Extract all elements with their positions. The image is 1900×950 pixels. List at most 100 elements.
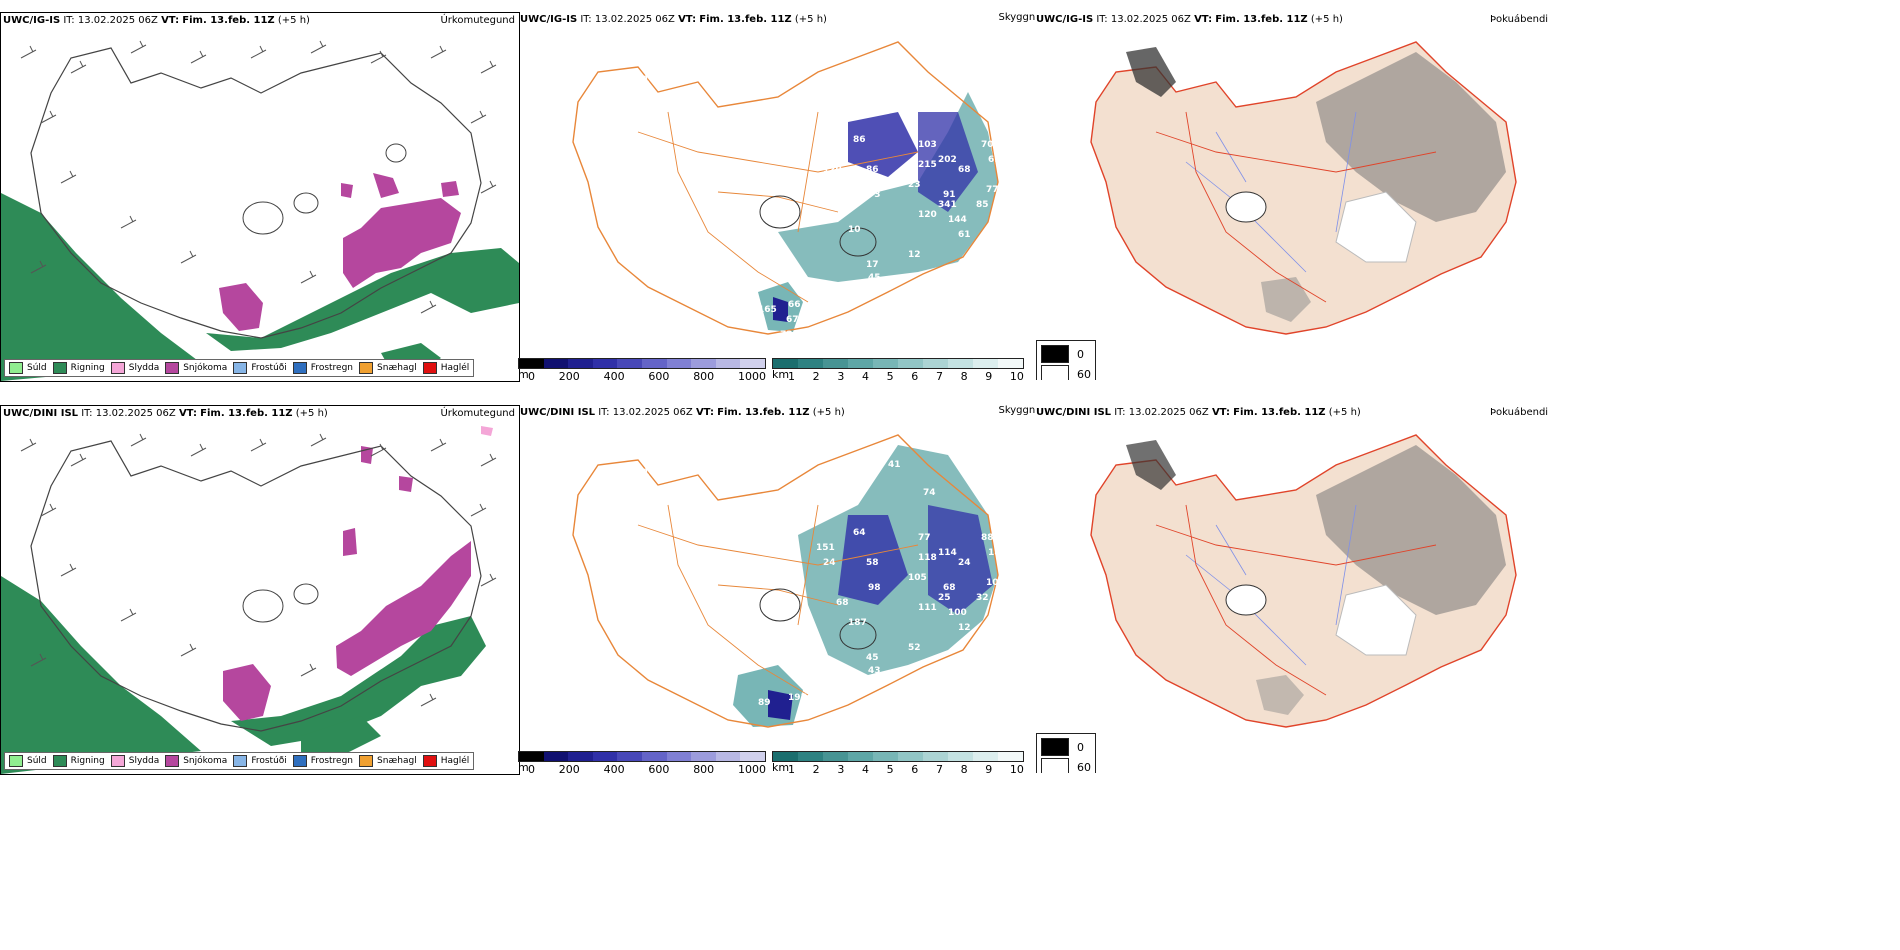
precip-panel-bottom: UWC/DINI ISL IT: 13.02.2025 06Z VT: Fim.… bbox=[0, 405, 520, 775]
legend-label: Rigning bbox=[70, 756, 105, 766]
init-time: 13.02.2025 06Z bbox=[1128, 407, 1209, 418]
colorbar-swatch bbox=[519, 359, 544, 368]
glacier-outline bbox=[839, 227, 877, 257]
cloud-height-label: 42 bbox=[836, 205, 849, 215]
colorbar-tick: 4 bbox=[861, 370, 869, 380]
cloud-height-label: 17 bbox=[866, 260, 879, 270]
colorbar-swatch bbox=[666, 752, 692, 761]
visibility-colorbar-swatches bbox=[772, 751, 1024, 762]
fog-area bbox=[1256, 675, 1304, 715]
panel-title: Skyggni bbox=[998, 12, 1036, 23]
rain-area bbox=[301, 716, 381, 758]
precip-header-top: UWC/IG-IS IT: 13.02.2025 06Z VT: Fim. 13… bbox=[3, 15, 310, 26]
cloud-height-label: 341 bbox=[938, 200, 957, 210]
cloud-height-label: 84 bbox=[793, 115, 806, 125]
cloud-height-label: 52 bbox=[793, 508, 806, 518]
cloud-height-label: 68 bbox=[836, 598, 849, 608]
cloud-height-label: 32 bbox=[976, 593, 989, 603]
colorbar-tick: 7 bbox=[935, 763, 943, 773]
legend-item: Snjókoma bbox=[165, 362, 227, 374]
height-colorbar-swatches bbox=[518, 751, 766, 762]
fog-area bbox=[1316, 445, 1506, 615]
colorbar-tick: 200 bbox=[558, 763, 580, 773]
colorbar-tick: 5 bbox=[886, 370, 894, 380]
height-colorbar-swatches bbox=[518, 358, 766, 369]
model-name: UWC/IG-IS bbox=[520, 14, 578, 25]
precip-legend: Súld Rigning Slydda Snjókoma Frostúði Frostre… bbox=[4, 359, 475, 377]
coastline bbox=[572, 434, 999, 728]
glacier-outline bbox=[759, 195, 801, 229]
cloud-height-label: 91 bbox=[943, 190, 956, 200]
cloud-height-label: 114 bbox=[938, 548, 957, 558]
colorbar-swatch bbox=[740, 359, 765, 368]
legend-item: Rigning bbox=[52, 362, 105, 374]
legend-swatch bbox=[52, 362, 67, 374]
cloud-height-label: 10 bbox=[848, 225, 861, 235]
fog-legend-swatch bbox=[1041, 738, 1069, 756]
precip-legend: Súld Rigning Slydda Snjókoma Frostúði Frostre… bbox=[4, 752, 475, 770]
low-cloud-area bbox=[918, 112, 978, 212]
fog-area bbox=[1316, 52, 1506, 222]
colorbar-swatch bbox=[973, 752, 998, 761]
fog-legend-label: 0 bbox=[1077, 740, 1084, 754]
legend-item: Frostregn bbox=[292, 362, 353, 374]
snow-area bbox=[219, 283, 263, 331]
cloud-height-label: 32 bbox=[888, 67, 901, 77]
legend-swatch bbox=[9, 362, 23, 374]
legend-swatch bbox=[359, 362, 374, 374]
fog-map-top bbox=[1090, 41, 1517, 335]
cloud-header-bottom: UWC/DINI ISL IT: 13.02.2025 06Z VT: Fim.… bbox=[520, 407, 845, 418]
cloud-height-label: 61 bbox=[958, 230, 971, 240]
cloud-height-label: 188 bbox=[818, 488, 837, 498]
colorbar-swatch bbox=[666, 359, 692, 368]
colorbar-swatch bbox=[823, 752, 848, 761]
glacier-outline bbox=[242, 201, 284, 235]
cloud-height-label: 77 bbox=[986, 185, 999, 195]
colorbar-swatch bbox=[973, 359, 998, 368]
glacier-outline bbox=[759, 588, 801, 622]
clear-area bbox=[1335, 584, 1417, 656]
cloud-height-label: 12 bbox=[908, 250, 921, 260]
legend-item: Frostúði bbox=[233, 755, 287, 767]
model-name: UWC/DINI ISL bbox=[1036, 407, 1112, 418]
cloud-height-label: 88 bbox=[981, 533, 994, 543]
legend-label: Snjókoma bbox=[183, 756, 228, 766]
legend-item: Súld bbox=[9, 362, 47, 374]
colorbar-tick: 1 bbox=[788, 370, 795, 380]
legend-item: Haglél bbox=[422, 362, 469, 374]
snow-area bbox=[399, 476, 413, 492]
legend-item: Haglél bbox=[422, 755, 469, 767]
colorbar-tick: 6 bbox=[911, 370, 919, 380]
colorbar-swatch bbox=[691, 752, 716, 761]
legend-swatch bbox=[422, 362, 437, 374]
fog-legend-swatch bbox=[1041, 758, 1069, 773]
colorbar-swatch bbox=[715, 359, 741, 368]
cloud-height-label: 23 bbox=[908, 180, 921, 190]
colorbar-tick: 0 bbox=[528, 763, 535, 773]
colorbar-swatch bbox=[773, 752, 798, 761]
colorbar-tick: 10 bbox=[1009, 763, 1024, 773]
colorbar-tick: 8 bbox=[960, 763, 968, 773]
legend-swatch bbox=[233, 362, 248, 374]
cloud-height-label: 64 bbox=[853, 528, 866, 538]
colorbar-swatch bbox=[519, 752, 544, 761]
colorbar-tick: 200 bbox=[558, 370, 580, 380]
model-name: UWC/IG-IS bbox=[1036, 14, 1094, 25]
legend-item: Slydda bbox=[110, 362, 159, 374]
cloud-height-label: 165 bbox=[758, 305, 777, 315]
init-time: 13.02.2025 06Z bbox=[95, 408, 176, 419]
fog-legend: 0 60 bbox=[1036, 340, 1096, 380]
fog-legend-swatch bbox=[1041, 345, 1069, 363]
legend-label: Snæhagl bbox=[377, 363, 417, 373]
colorbar-tick: 600 bbox=[648, 370, 670, 380]
colorbar-tick: 4 bbox=[861, 763, 869, 773]
cloud-height-label: 108 bbox=[986, 578, 1005, 588]
colorbar-swatch bbox=[641, 752, 667, 761]
snow-area bbox=[343, 198, 461, 288]
cloud-height-label: 118 bbox=[918, 553, 937, 563]
cloud-height-label: 101 bbox=[643, 75, 662, 85]
roads bbox=[637, 504, 919, 696]
cloud-height-label: 120 bbox=[823, 165, 842, 175]
visibility-colorbar-swatches bbox=[772, 358, 1024, 369]
colorbar-swatch bbox=[823, 359, 848, 368]
